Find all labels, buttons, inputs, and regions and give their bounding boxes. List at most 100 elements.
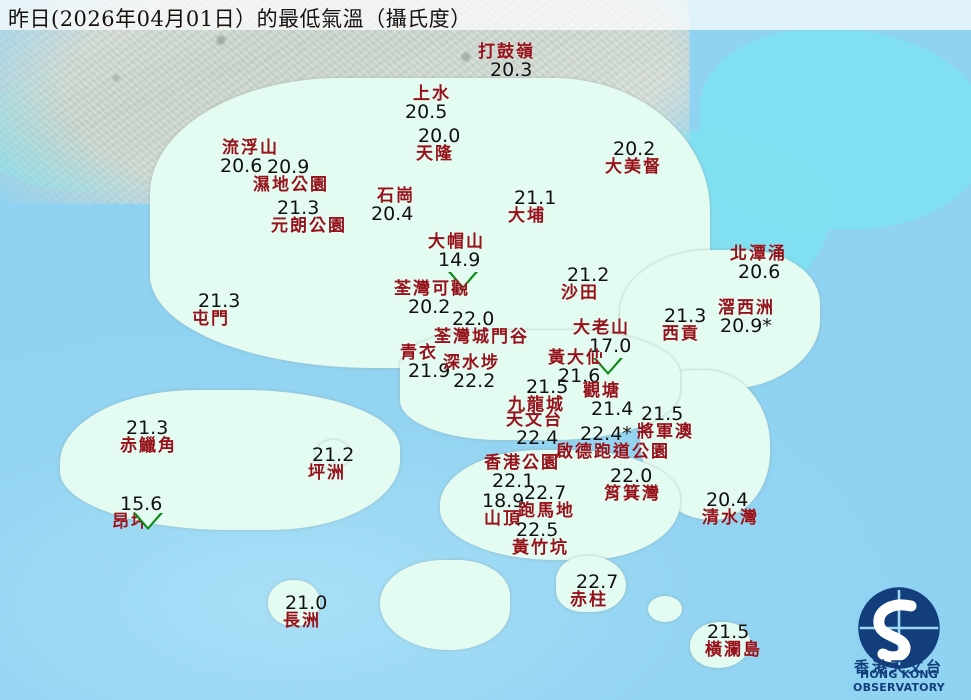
station-value: 21.3 (198, 290, 241, 312)
station-hong-kong-park: 香港公園 22.1 (484, 453, 560, 493)
cheung-chau-landmass (268, 580, 320, 626)
station-name: 將軍澳 (637, 422, 694, 443)
station-name: 北潭涌 (730, 244, 787, 264)
peng-chau-landmass (316, 440, 350, 468)
waglan-island-landmass (690, 622, 750, 668)
station-sheung-shui: 上水 20.5 (405, 84, 451, 124)
station-name: 觀塘 (583, 381, 621, 401)
station-clear-water-bay: 20.4 清水灣 (702, 489, 759, 529)
station-value: 22.0 (610, 465, 653, 487)
station-sai-kung: 21.3 西貢 (662, 305, 707, 344)
hong-kong-island-landmass (440, 450, 680, 560)
station-value: 20.4 (706, 489, 749, 511)
station-value: 22.2 (453, 370, 496, 393)
station-name: 坪洲 (308, 463, 346, 484)
station-name: 天文台 (506, 410, 563, 430)
page-title: 昨日(2026年04月01日）的最低氣溫（攝氏度） (8, 7, 472, 31)
station-kau-sai-chau: 滘西洲 20.9* (718, 299, 775, 338)
station-the-peak: 18.9 山頂 (482, 491, 524, 530)
station-tsing-yi: 青衣 21.9 (400, 343, 451, 383)
title-band (0, 0, 971, 30)
station-value: 21.9 (408, 360, 451, 383)
hko-logo-english: HONG KONG OBSERVATORY (853, 668, 945, 694)
station-value: 14.9 (438, 249, 481, 272)
station-value: 22.5 (516, 519, 559, 541)
station-peng-chau: 21.2 坪洲 (308, 444, 355, 484)
station-value: 22.4* (580, 423, 632, 445)
station-wetland-park: 20.9 濕地公園 (253, 156, 329, 196)
station-value: 20.2 (613, 138, 656, 160)
station-name: 大老山 (573, 318, 630, 338)
hko-logo-chinese: 香港天文台 (853, 658, 944, 676)
station-value: 21.2 (312, 444, 355, 466)
station-name: 黃大仙 (548, 348, 605, 368)
kowloon-landmass (400, 330, 680, 440)
station-name: 天隆 (416, 144, 454, 165)
station-name: 深水埗 (443, 353, 500, 373)
station-name: 沙田 (561, 283, 599, 304)
stanley-peninsula-landmass (556, 556, 626, 612)
station-name: 上水 (413, 84, 451, 104)
station-name: 大帽山 (428, 232, 485, 252)
station-name: 橫瀾島 (705, 640, 762, 661)
station-tsuen-wan-ho-koon: 荃灣可觀 20.2 (394, 280, 470, 319)
station-yuen-long-park: 21.3 元朗公園 (271, 197, 347, 237)
station-value: 20.2 (408, 296, 451, 319)
station-value: 21.3 (277, 197, 320, 219)
station-name: 青衣 (400, 343, 438, 363)
station-name: 赤柱 (570, 590, 608, 611)
station-value: 20.9 (267, 156, 310, 178)
station-name: 長洲 (283, 611, 321, 632)
station-kai-tak-runway-park: 22.4* 啟德跑道公園 (556, 423, 670, 463)
station-pak-tam-chung: 北潭涌 20.6 (730, 244, 787, 283)
station-name: 跑馬地 (518, 501, 575, 522)
station-value: 21.5 (707, 621, 750, 643)
station-wong-tai-sin: 黃大仙 21.6 (548, 348, 605, 387)
lamma-island-landmass (380, 560, 510, 650)
station-name: 石崗 (377, 186, 415, 206)
station-shau-kei-wan: 22.0 筲箕灣 (604, 465, 661, 504)
station-name: 元朗公園 (271, 216, 347, 237)
hko-logo: 香港天文台 HONG KONG OBSERVATORY (833, 584, 965, 696)
station-value: 15.6 (120, 493, 163, 515)
station-shek-kong: 石崗 20.4 (371, 186, 415, 226)
station-value: 20.4 (371, 203, 414, 226)
station-tsuen-wan-shing-mun-valley: 22.0 荃灣城門谷 (434, 308, 529, 348)
station-name: 濕地公園 (253, 175, 329, 196)
station-name: 打鼓嶺 (478, 42, 535, 62)
station-value: 22.1 (492, 470, 535, 493)
station-tai-po: 21.1 大埔 (508, 188, 556, 226)
station-sha-tin: 21.2 沙田 (561, 264, 610, 304)
station-tuen-mun: 21.3 屯門 (192, 290, 241, 329)
station-wong-chuk-hang: 22.5 黃竹坑 (512, 519, 569, 558)
station-name: 荃灣城門谷 (434, 327, 529, 348)
station-hong-kong-observatory: 天文台 22.4 (506, 410, 563, 449)
station-value: 22.0 (452, 308, 495, 330)
station-name: 山頂 (484, 509, 522, 530)
station-tseung-kwan-o: 21.5 將軍澳 (637, 404, 694, 443)
station-value: 22.7 (524, 482, 567, 504)
new-territories-landmass (150, 78, 710, 368)
station-value: 20.5 (405, 101, 448, 124)
station-tin-lung: 20.0 天隆 (416, 126, 460, 165)
station-value: 22.7 (576, 571, 619, 593)
mirs-bay-water (700, 30, 971, 230)
station-name: 昂坪 (112, 512, 150, 533)
station-name: 香港公園 (484, 453, 560, 473)
station-name: 清水灣 (702, 508, 759, 529)
station-value: 20.3 (490, 59, 533, 82)
station-value: 21.0 (285, 592, 328, 614)
station-value: 21.2 (567, 264, 610, 286)
station-value: 21.3 (126, 417, 169, 439)
hko-emblem-icon (858, 587, 940, 669)
po-toi-island-landmass (648, 596, 682, 622)
station-name: 啟德跑道公園 (556, 442, 670, 463)
station-cheung-chau: 21.0 長洲 (283, 592, 328, 632)
station-name: 大美督 (605, 157, 662, 178)
station-value: 20.9* (720, 315, 772, 338)
station-value: 20.6 (220, 155, 263, 178)
station-value: 21.3 (664, 305, 707, 327)
station-happy-valley: 22.7 跑馬地 (518, 482, 575, 522)
station-kowloon-city: 21.5 九龍城 (508, 377, 568, 415)
